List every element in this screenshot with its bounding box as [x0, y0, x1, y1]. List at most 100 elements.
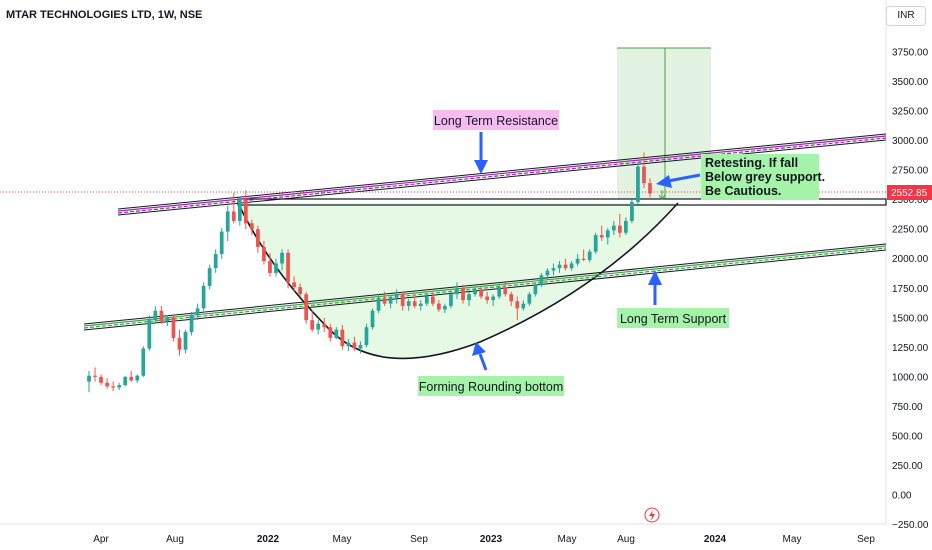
target-projection-box: [617, 48, 711, 199]
candle-down: [111, 386, 115, 388]
price-tick-label: 2250.00: [892, 225, 929, 236]
candle-down: [322, 323, 327, 328]
candle-down: [340, 329, 345, 347]
time-tick-label: May: [558, 534, 577, 545]
time-tick-label: Sep: [857, 534, 875, 545]
candle-down: [581, 258, 586, 260]
candle-down: [437, 303, 441, 310]
candle-up: [491, 296, 496, 301]
support-line-mid: [83, 245, 887, 327]
symbol-title: MTAR TECHNOLOGIES LTD, 1W, NSE: [6, 9, 203, 21]
support-label: Long Term Support: [620, 312, 727, 326]
candle-down: [617, 225, 622, 233]
support-label-bg: [617, 308, 729, 328]
candle-down: [93, 375, 97, 377]
candle-down: [382, 298, 387, 304]
rounding-arrow-icon: [478, 353, 488, 371]
candle-up: [123, 376, 128, 386]
candle-up: [147, 320, 152, 349]
candle-up: [406, 301, 411, 306]
candle-down: [250, 223, 254, 230]
candle-up: [87, 375, 91, 382]
candle-up: [141, 348, 146, 376]
candle-up: [237, 199, 242, 221]
candle-up: [189, 315, 194, 332]
price-tick-label: 2500.00: [892, 195, 929, 206]
candle-up: [545, 270, 550, 276]
price-tick-label: 1750.00: [892, 284, 929, 295]
price-tick-label: 3750.00: [892, 48, 929, 59]
candle-up: [376, 298, 381, 311]
candle-up: [527, 294, 532, 304]
time-tick-label: Sep: [410, 534, 428, 545]
rounding-label-bg: [418, 376, 564, 396]
lightning-icon[interactable]: [644, 507, 660, 523]
candle-up: [219, 231, 224, 255]
price-axis: 3750.00 3500.00 3250.00 3000.00 2750.00 2500.…: [892, 48, 929, 532]
resistance-label: Long Term Resistance: [434, 114, 558, 128]
candle-down: [352, 342, 357, 349]
candle-down: [243, 199, 248, 224]
rounding-label: Forming Rounding bottom: [419, 380, 564, 394]
candle-down: [400, 294, 405, 306]
candle-down: [304, 294, 309, 321]
price-tick-label: 0.00: [892, 491, 912, 502]
support-line-lower: [83, 249, 887, 331]
candle-down: [231, 211, 236, 221]
candle-up: [280, 252, 284, 264]
time-tick-label: May: [333, 534, 352, 545]
resistance-arrowhead-icon: [474, 160, 488, 174]
candle-up: [153, 310, 158, 321]
candle-down: [298, 287, 302, 295]
retesting-label-line1: Retesting. If fall: [705, 156, 798, 170]
time-tick-label: Aug: [617, 534, 635, 545]
time-tick-label: Apr: [93, 534, 109, 545]
candle-up: [418, 303, 423, 306]
candle-up: [455, 288, 459, 295]
candle-down: [310, 320, 315, 330]
price-tick-label: 750.00: [892, 402, 923, 413]
candle-up: [497, 287, 502, 297]
candle-down: [515, 301, 520, 309]
rounding-bottom-fill: [238, 203, 678, 359]
candle-up: [449, 294, 453, 306]
candle-up: [334, 329, 339, 338]
retesting-label-bg: [701, 154, 819, 200]
candle-up: [394, 294, 399, 298]
candles-series: [87, 152, 652, 393]
candle-up: [521, 303, 526, 309]
candle-up: [195, 308, 200, 316]
candle-up: [388, 297, 393, 304]
price-tick-label: −250.00: [892, 520, 929, 531]
candle-down: [328, 327, 333, 338]
candle-up: [551, 268, 556, 271]
candle-up: [611, 225, 616, 231]
resistance-label-bg: [433, 110, 559, 130]
candle-up: [358, 344, 363, 349]
candle-up: [424, 296, 429, 304]
last-price-tag: [887, 185, 932, 200]
candle-up: [201, 285, 206, 309]
candle-up: [213, 254, 218, 269]
retesting-label-line2: Below grey support.: [705, 170, 825, 184]
price-tick-label: 2750.00: [892, 166, 929, 177]
time-axis: Apr Aug 2022 May Sep 2023 May Aug 2024 May Sep: [93, 534, 875, 545]
time-tick-label: 2023: [480, 534, 503, 545]
candle-down: [599, 235, 604, 238]
candle-up: [473, 289, 477, 295]
candle-up: [630, 202, 634, 221]
time-tick-label: Aug: [166, 534, 184, 545]
support-line-dash: [83, 247, 887, 329]
candle-down: [461, 288, 465, 301]
candle-up: [605, 230, 610, 238]
candle-down: [105, 382, 109, 387]
price-tick-label: 1250.00: [892, 343, 929, 354]
candle-down: [430, 296, 435, 304]
time-tick-label: May: [783, 534, 802, 545]
candle-up: [274, 263, 278, 273]
last-price-value: 2552.85: [891, 188, 928, 199]
candle-up: [443, 305, 447, 310]
candle-up: [569, 263, 574, 269]
candle-down: [177, 337, 182, 350]
